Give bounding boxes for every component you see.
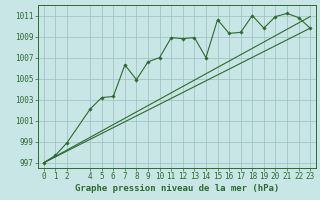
X-axis label: Graphe pression niveau de la mer (hPa): Graphe pression niveau de la mer (hPa) <box>75 184 279 193</box>
